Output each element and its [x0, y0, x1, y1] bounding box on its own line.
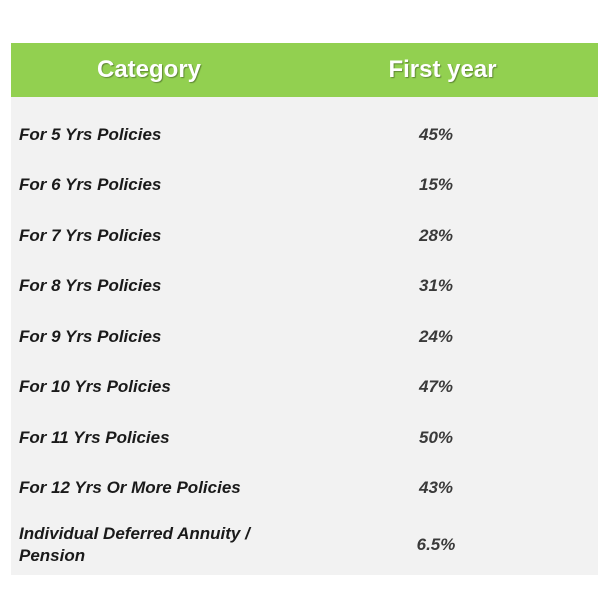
row-category: For 5 Yrs Policies [19, 125, 162, 144]
row-category: For 12 Yrs Or More Policies [19, 478, 241, 497]
header-first-year: First year [388, 56, 497, 83]
row-category: Individual Deferred Annuity / Pension [19, 524, 250, 565]
row-category: For 11 Yrs Policies [19, 428, 170, 447]
row-first-year: 15% [418, 175, 454, 194]
row-category: For 10 Yrs Policies [19, 377, 171, 396]
table-row: For 7 Yrs Policies 28% [11, 211, 598, 261]
row-first-year: 28% [418, 226, 454, 245]
row-first-year: 47% [418, 377, 454, 396]
table-row: For 5 Yrs Policies 45% [11, 110, 598, 160]
row-first-year: 50% [418, 428, 454, 447]
table-row: For 12 Yrs Or More Policies 43% [11, 463, 598, 513]
row-category: For 8 Yrs Policies [19, 276, 162, 295]
table-row: For 10 Yrs Policies 47% [11, 362, 598, 412]
row-first-year: 45% [418, 125, 454, 144]
table-row: For 9 Yrs Policies 24% [11, 312, 598, 362]
row-first-year: 6.5% [416, 535, 456, 554]
table-header: Category First year [11, 43, 598, 97]
row-first-year: 24% [418, 327, 454, 346]
row-category: For 9 Yrs Policies [19, 327, 162, 346]
header-category: Category [96, 56, 202, 83]
row-first-year: 31% [418, 276, 454, 295]
table-row: Individual Deferred Annuity / Pension 6.… [11, 520, 598, 570]
table-row: For 8 Yrs Policies 31% [11, 261, 598, 311]
row-category: For 6 Yrs Policies [19, 175, 162, 194]
table-row: For 6 Yrs Policies 15% [11, 160, 598, 210]
row-category: For 7 Yrs Policies [19, 226, 162, 245]
row-first-year: 43% [418, 478, 454, 497]
table-row: For 11 Yrs Policies 50% [11, 413, 598, 463]
commission-table: Category First year For 5 Yrs Policies 4… [11, 43, 598, 575]
